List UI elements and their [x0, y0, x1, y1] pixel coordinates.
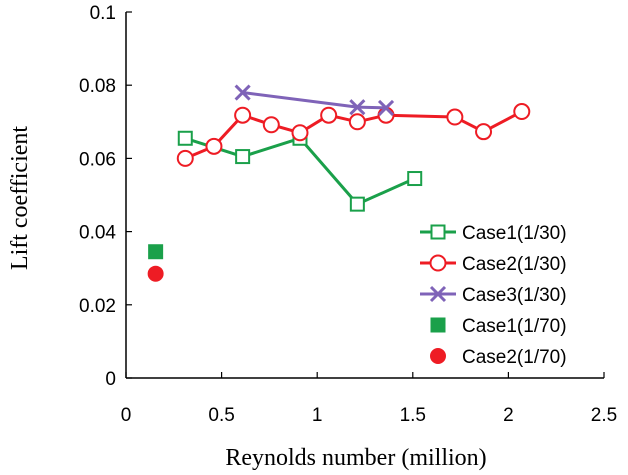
legend: Case1(1/30) Case2(1/30) Case3(1/30) Case1(1…	[420, 223, 567, 368]
data-point	[176, 149, 194, 167]
legend-label: Case1(1/30)	[462, 223, 567, 244]
x-tick-label: 2	[503, 405, 514, 426]
data-point	[407, 171, 423, 187]
data-point	[234, 106, 252, 124]
legend-item: Case1(1/30)	[420, 223, 567, 244]
legend-label: Case2(1/30)	[462, 254, 567, 275]
data-point	[262, 116, 280, 134]
axes	[125, 11, 605, 379]
legend-marker	[430, 317, 446, 333]
data-point	[320, 106, 338, 124]
x-tick-label: 0.5	[208, 405, 234, 426]
data-point	[234, 84, 251, 101]
y-axis-title: Lift coefficient	[7, 126, 33, 270]
y-tick-label: 0.06	[79, 149, 116, 170]
data-point	[177, 130, 193, 146]
y-tick-label: 0.04	[79, 223, 116, 244]
y-tick-label: 0.1	[90, 3, 116, 24]
data-point	[205, 137, 223, 155]
data-point	[235, 149, 251, 165]
legend-item: Case2(1/70)	[430, 347, 567, 368]
legend-marker	[429, 254, 447, 272]
legend-marker	[429, 285, 447, 303]
data-point	[513, 103, 531, 121]
x-tick-label: 1.5	[400, 405, 426, 426]
data-point	[475, 123, 493, 141]
x-tick-label: 0	[121, 405, 132, 426]
legend-marker	[430, 224, 446, 240]
plot-area	[147, 84, 531, 282]
data-point	[291, 124, 309, 142]
tick-labels: 0 0.02 0.04 0.06 0.08 0.1 0 0.5 1 1.5 2 2.5	[79, 3, 617, 426]
series-case1-1-70-	[148, 244, 164, 260]
data-point	[148, 244, 164, 260]
x-tick-label: 2.5	[591, 405, 617, 426]
y-tick-label: 0.08	[79, 76, 116, 97]
data-point	[349, 99, 366, 116]
legend-label: Case1(1/70)	[462, 316, 567, 337]
series-case2-1-70-	[147, 265, 164, 282]
y-tick-label: 0	[105, 369, 116, 390]
legend-item: Case2(1/30)	[420, 254, 567, 275]
data-point	[348, 113, 366, 131]
legend-marker	[430, 348, 446, 364]
series-case3-1-30-	[234, 84, 395, 116]
x-marker-stroke	[234, 84, 251, 101]
x-marker-stroke	[429, 285, 447, 303]
legend-item: Case1(1/70)	[430, 316, 567, 337]
legend-label: Case3(1/30)	[462, 285, 567, 306]
x-tick-label: 1	[312, 405, 323, 426]
y-tick-label: 0.02	[79, 296, 116, 317]
x-axis-title: Reynolds number (million)	[225, 445, 486, 471]
data-point	[147, 265, 164, 282]
data-point	[349, 196, 365, 212]
data-point	[446, 108, 464, 126]
legend-item: Case3(1/30)	[420, 285, 567, 306]
x-marker-stroke	[377, 99, 395, 116]
data-point	[377, 99, 395, 116]
legend-label: Case2(1/70)	[462, 347, 567, 368]
x-marker-stroke	[349, 99, 366, 116]
